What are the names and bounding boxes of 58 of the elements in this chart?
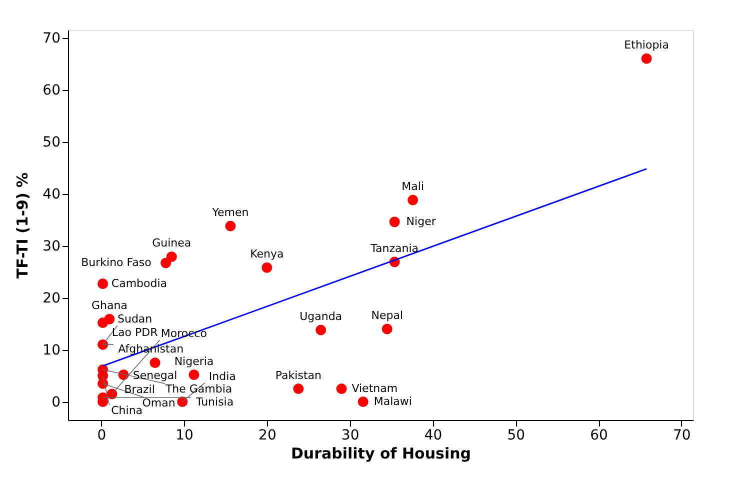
annotation: Brazil bbox=[124, 382, 155, 396]
annotation: Tunisia bbox=[195, 396, 234, 409]
point bbox=[382, 324, 392, 334]
annotation: India bbox=[208, 370, 236, 383]
annotation: Yemen bbox=[211, 206, 249, 220]
x-tick-label: 0 bbox=[97, 428, 106, 444]
point bbox=[98, 318, 108, 328]
x-tick-label: 40 bbox=[424, 428, 442, 444]
point bbox=[336, 384, 347, 394]
x-tick-label: 30 bbox=[341, 428, 360, 444]
point bbox=[150, 358, 160, 368]
y-tick-label: 10 bbox=[42, 342, 60, 358]
x-tick-label: 10 bbox=[176, 428, 194, 444]
y-tick-label: 50 bbox=[42, 134, 60, 150]
annotation: China bbox=[111, 404, 143, 417]
y-tick-label: 30 bbox=[42, 238, 60, 254]
x-tick-label: 20 bbox=[258, 428, 276, 444]
annotation: Nigeria bbox=[174, 354, 214, 368]
point bbox=[389, 216, 400, 228]
annotation: Pakistan bbox=[275, 368, 322, 382]
annotation: Niger bbox=[406, 214, 436, 228]
annotation: Lao PDR bbox=[112, 326, 158, 339]
x-tick-label: 50 bbox=[507, 428, 526, 444]
point bbox=[408, 194, 418, 206]
y-axis-title: TF-TI (1-9) % bbox=[14, 172, 32, 279]
annotation: Burkino Faso bbox=[81, 256, 152, 269]
x-axis-title: Durability of Housing bbox=[290, 444, 472, 462]
annotation: Tanzania bbox=[370, 242, 419, 255]
point bbox=[188, 370, 200, 380]
annotation: Nepal bbox=[371, 309, 404, 322]
annotation: Uganda bbox=[300, 310, 342, 324]
point bbox=[293, 384, 304, 394]
annotation: Malawi bbox=[374, 394, 412, 408]
y-tick-label: 40 bbox=[42, 186, 60, 202]
annotation: Ghana bbox=[91, 299, 128, 312]
x-tick-label: 60 bbox=[590, 428, 608, 444]
point bbox=[98, 278, 108, 289]
annotation: Ethiopia bbox=[624, 38, 669, 52]
y-tick-label: 0 bbox=[52, 394, 60, 410]
y-tick-label: 60 bbox=[42, 82, 60, 98]
annotation: Senegal bbox=[132, 368, 178, 382]
point bbox=[225, 220, 236, 232]
x-tick-label: 70 bbox=[672, 428, 691, 444]
annotation: Sudan bbox=[117, 312, 152, 326]
annotation: Mali bbox=[402, 180, 424, 194]
annotation: Oman bbox=[142, 396, 176, 410]
point bbox=[316, 324, 326, 336]
point bbox=[641, 53, 652, 64]
y-tick-label: 70 bbox=[42, 30, 60, 46]
annotation: Kenya bbox=[250, 248, 284, 261]
annotation: Guinea bbox=[152, 236, 192, 250]
y-tick-label: 20 bbox=[42, 290, 60, 306]
annotation: Cambodia bbox=[111, 276, 168, 290]
point bbox=[166, 251, 177, 262]
point bbox=[358, 396, 368, 408]
point bbox=[262, 262, 272, 273]
annotation: Vietnam bbox=[352, 382, 398, 395]
point bbox=[160, 258, 172, 268]
